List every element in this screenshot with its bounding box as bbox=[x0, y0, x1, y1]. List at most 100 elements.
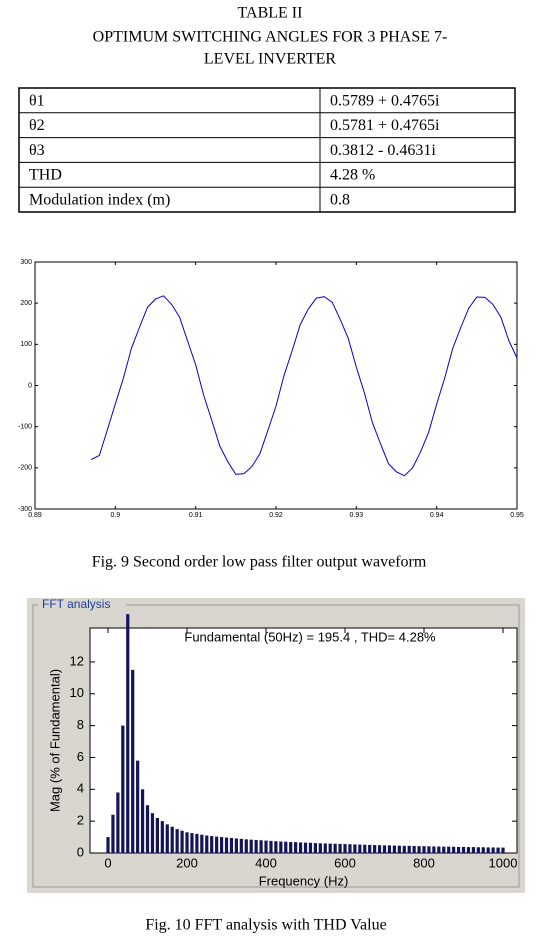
x-tick-label: 200 bbox=[176, 855, 198, 870]
bar bbox=[145, 805, 150, 853]
bar bbox=[407, 845, 411, 853]
table-title: OPTIMUM SWITCHING ANGLES FOR 3 PHASE 7- bbox=[93, 29, 448, 46]
bar bbox=[205, 835, 209, 853]
bar bbox=[427, 846, 431, 853]
table-cell: Modulation index (m) bbox=[29, 192, 170, 209]
bar bbox=[180, 830, 184, 853]
x-tick-label: 400 bbox=[255, 855, 277, 870]
table-cell: θ2 bbox=[29, 117, 45, 134]
bar bbox=[284, 841, 288, 853]
bar bbox=[323, 843, 327, 853]
bar bbox=[200, 834, 204, 853]
waveform bbox=[90, 295, 518, 477]
y-tick-label: -200 bbox=[18, 465, 32, 472]
bar bbox=[229, 838, 234, 853]
y-tick-label: 100 bbox=[20, 341, 32, 348]
bar bbox=[269, 840, 273, 853]
bar bbox=[481, 847, 485, 853]
bar bbox=[392, 845, 396, 853]
table-cell: THD bbox=[29, 167, 62, 184]
bar bbox=[224, 837, 229, 853]
x-tick-label: 600 bbox=[334, 855, 356, 870]
bar bbox=[126, 614, 130, 853]
bar bbox=[368, 844, 372, 853]
x-tick-label: 0.91 bbox=[189, 512, 203, 519]
y-tick-label: 12 bbox=[70, 653, 84, 668]
plot-area bbox=[34, 261, 518, 510]
bar bbox=[289, 842, 293, 853]
y-tick-label: 300 bbox=[20, 259, 32, 266]
y-tick-label: 0 bbox=[77, 844, 84, 859]
bar bbox=[343, 844, 347, 853]
bar bbox=[244, 839, 248, 853]
bar bbox=[160, 821, 164, 853]
bar bbox=[170, 826, 174, 853]
bar bbox=[131, 669, 135, 853]
bar bbox=[373, 845, 377, 853]
bar bbox=[348, 844, 352, 853]
bar bbox=[165, 824, 169, 853]
table-cell: θ3 bbox=[29, 142, 45, 159]
bar bbox=[136, 760, 140, 853]
bar bbox=[363, 844, 367, 853]
y-tick-label: -300 bbox=[18, 506, 32, 513]
bar bbox=[338, 843, 342, 853]
bar bbox=[417, 846, 421, 853]
bar bbox=[210, 836, 214, 853]
bar bbox=[447, 846, 451, 853]
bar bbox=[254, 839, 258, 853]
figure-caption: Fig. 9 Second order low pass filter outp… bbox=[92, 554, 427, 571]
table-cell: 0.5781 + 0.4765i bbox=[330, 117, 440, 134]
x-tick-label: 0.93 bbox=[350, 512, 364, 519]
bar bbox=[442, 846, 446, 853]
y-tick-label: 2 bbox=[77, 813, 84, 828]
bar bbox=[106, 837, 110, 853]
bar bbox=[491, 847, 495, 853]
bar bbox=[382, 845, 387, 853]
x-tick-label: 0.9 bbox=[110, 512, 120, 519]
bar bbox=[195, 833, 199, 853]
panel-label-bg bbox=[38, 598, 126, 612]
y-axis-label: Mag (% of Fundamental) bbox=[47, 669, 62, 812]
x-tick-label: 0.94 bbox=[430, 512, 444, 519]
x-tick-label: 0.95 bbox=[510, 512, 524, 519]
y-tick-label: 6 bbox=[77, 749, 84, 764]
bar bbox=[387, 845, 392, 853]
table-cell: 0.3812 - 0.4631i bbox=[330, 142, 436, 159]
bar bbox=[461, 846, 466, 853]
table-cell: 4.28 % bbox=[330, 167, 375, 184]
bar bbox=[486, 847, 490, 853]
bar bbox=[140, 789, 145, 853]
chart-title: Fundamental (50Hz) = 195.4 , THD= 4.28% bbox=[184, 629, 436, 644]
bar bbox=[274, 841, 278, 853]
bar bbox=[397, 845, 401, 853]
y-tick-label: 10 bbox=[70, 685, 84, 700]
bar bbox=[308, 842, 313, 853]
bar bbox=[264, 840, 268, 853]
y-tick-label: 8 bbox=[77, 717, 84, 732]
bar bbox=[150, 813, 155, 853]
bar bbox=[377, 845, 382, 853]
bar bbox=[358, 844, 362, 853]
plot-area bbox=[89, 627, 518, 854]
bar bbox=[303, 842, 308, 853]
bar bbox=[412, 845, 416, 853]
bar bbox=[249, 839, 253, 853]
bar bbox=[328, 843, 332, 853]
bar bbox=[121, 725, 125, 853]
table-label: TABLE II bbox=[238, 5, 303, 22]
x-tick-label: 1000 bbox=[489, 855, 518, 870]
x-tick-label: 0.92 bbox=[269, 512, 283, 519]
bar bbox=[294, 842, 298, 853]
bar bbox=[432, 846, 436, 853]
table-cell: θ1 bbox=[29, 92, 45, 109]
table-cell: 0.8 bbox=[330, 192, 350, 209]
y-tick-label: 200 bbox=[20, 300, 32, 307]
x-axis-label: Frequency (Hz) bbox=[259, 873, 349, 888]
x-tick-label: 0.89 bbox=[28, 512, 42, 519]
bar bbox=[298, 842, 303, 853]
bar bbox=[318, 843, 322, 853]
bar bbox=[476, 847, 480, 853]
